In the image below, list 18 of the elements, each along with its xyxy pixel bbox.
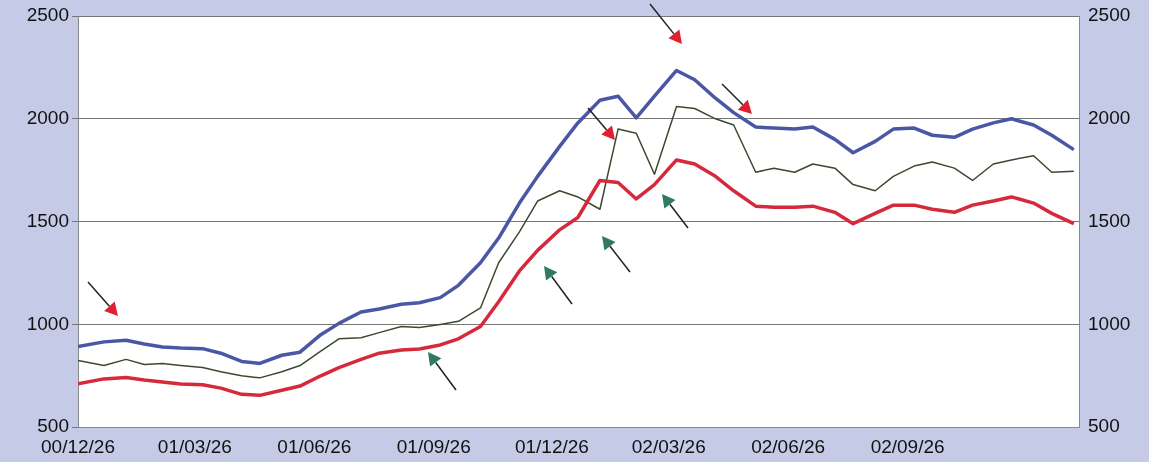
x-tick-label: 01/09/26 [396, 435, 471, 457]
y2-tick-label: 1000 [1088, 312, 1131, 334]
y-tick-label: 2500 [26, 4, 69, 26]
x-tick-label: 00/12/26 [41, 435, 115, 457]
y-tick-label: 500 [37, 415, 69, 437]
y2-tick-label: 500 [1088, 415, 1120, 437]
x-tick-label: 01/06/26 [277, 435, 352, 457]
y-tick-label: 1000 [26, 312, 69, 334]
x-tick-label: 01/12/26 [514, 435, 589, 457]
y-tick-label: 2000 [26, 107, 69, 129]
x-tick-label: 02/06/26 [751, 435, 826, 457]
x-tick-label: 02/09/26 [870, 435, 945, 457]
y2-tick-label: 2000 [1088, 107, 1131, 129]
x-tick-label: 02/03/26 [631, 435, 706, 457]
x-tick-label: 01/03/26 [157, 435, 232, 457]
y-tick-label: 1500 [26, 209, 69, 231]
y2-tick-label: 2500 [1088, 4, 1131, 26]
y2-tick-label: 1500 [1088, 209, 1131, 231]
